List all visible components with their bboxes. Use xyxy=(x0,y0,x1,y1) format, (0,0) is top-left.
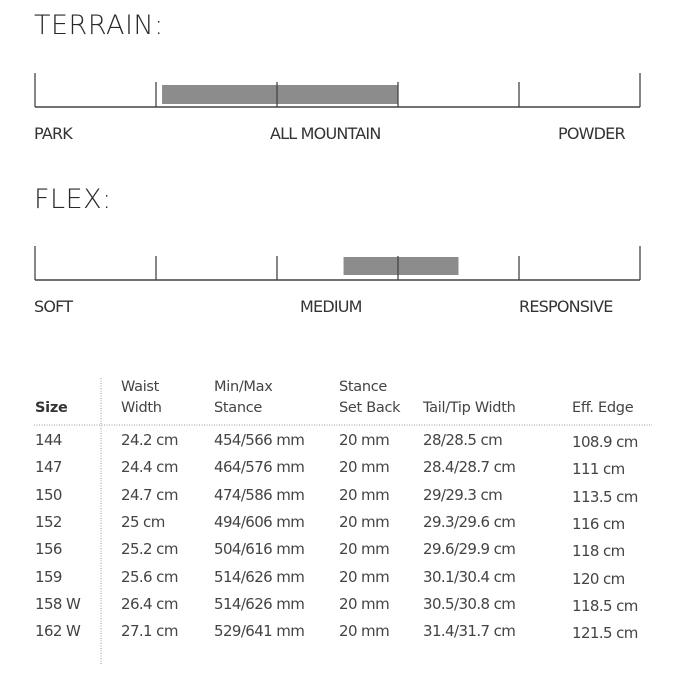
table-cell: 24.2 cm xyxy=(121,431,178,449)
table-cell: 116 cm xyxy=(572,514,625,533)
flex-range-bar xyxy=(343,257,459,275)
terrain-range-bar xyxy=(162,85,398,104)
table-cell: 30.5/30.8 cm xyxy=(423,594,516,613)
table-cell: 20 mm xyxy=(339,567,390,586)
table-cell: 514/626 mm xyxy=(214,594,305,613)
flex-title: FLEX: xyxy=(34,184,112,215)
table-cell: 29.3/29.6 cm xyxy=(423,512,516,531)
column-header: Stance xyxy=(214,400,263,416)
table-cell: 20 mm xyxy=(339,594,390,613)
table-cell: 20 mm xyxy=(339,540,390,559)
table-cell: 28/28.5 cm xyxy=(423,431,503,449)
terrain-title: TERRAIN: xyxy=(34,10,164,41)
column-header: Stance xyxy=(339,379,388,395)
table-cell: 494/606 mm xyxy=(214,512,305,531)
column-header: Eff. Edge xyxy=(572,400,634,416)
table-cell: 25 cm xyxy=(121,512,165,531)
table-cell: 454/566 mm xyxy=(214,431,305,449)
column-header: Tail/Tip Width xyxy=(423,400,516,416)
table-cell: 24.7 cm xyxy=(121,485,178,504)
table-cell: 529/641 mm xyxy=(214,622,305,641)
table-cell: 20 mm xyxy=(339,431,390,449)
table-cell: 118.5 cm xyxy=(572,596,638,615)
column-header: Size xyxy=(35,400,68,416)
table-cell: 514/626 mm xyxy=(214,567,305,586)
table-cell: 20 mm xyxy=(339,458,390,477)
flex-label-soft: SOFT xyxy=(34,297,73,316)
table-cell: 20 mm xyxy=(339,485,390,504)
table-cell: 113.5 cm xyxy=(572,487,638,506)
terrain-label-powder: POWDER xyxy=(558,124,626,143)
table-cell: 156 xyxy=(35,540,62,559)
table-cell: 24.4 cm xyxy=(121,458,178,477)
table-cell: 162 W xyxy=(35,622,81,641)
table-cell: 159 xyxy=(35,567,62,586)
column-header: Min/Max xyxy=(214,379,273,395)
table-cell: 111 cm xyxy=(572,460,625,479)
table-cell: 144 xyxy=(35,431,62,449)
table-cell: 25.6 cm xyxy=(121,567,178,586)
table-cell: 108.9 cm xyxy=(572,433,638,451)
table-cell: 31.4/31.7 cm xyxy=(423,622,516,641)
table-cell: 464/576 mm xyxy=(214,458,305,477)
table-cell: 25.2 cm xyxy=(121,540,178,559)
column-header: Set Back xyxy=(339,400,401,416)
table-cell: 30.1/30.4 cm xyxy=(423,567,516,586)
table-cell: 158 W xyxy=(35,594,81,613)
table-cell: 118 cm xyxy=(572,542,625,561)
table-cell: 504/616 mm xyxy=(214,540,305,559)
table-cell: 29/29.3 cm xyxy=(423,485,503,504)
table-cell: 120 cm xyxy=(572,569,625,588)
table-cell: 121.5 cm xyxy=(572,624,638,643)
table-cell: 20 mm xyxy=(339,512,390,531)
table-cell: 150 xyxy=(35,485,62,504)
terrain-label-all-mountain: ALL MOUNTAIN xyxy=(270,124,381,143)
table-cell: 28.4/28.7 cm xyxy=(423,458,516,477)
table-cell: 26.4 cm xyxy=(121,594,178,613)
table-cell: 29.6/29.9 cm xyxy=(423,540,516,559)
column-header: Waist xyxy=(121,379,160,395)
table-cell: 147 xyxy=(35,458,62,477)
flex-label-responsive: RESPONSIVE xyxy=(519,297,613,316)
table-cell: 152 xyxy=(35,512,62,531)
column-header: Width xyxy=(121,400,162,416)
table-cell: 27.1 cm xyxy=(121,622,178,641)
terrain-label-park: PARK xyxy=(34,124,73,143)
table-cell: 20 mm xyxy=(339,622,390,641)
flex-label-medium: MEDIUM xyxy=(300,297,362,316)
table-cell: 474/586 mm xyxy=(214,485,305,504)
